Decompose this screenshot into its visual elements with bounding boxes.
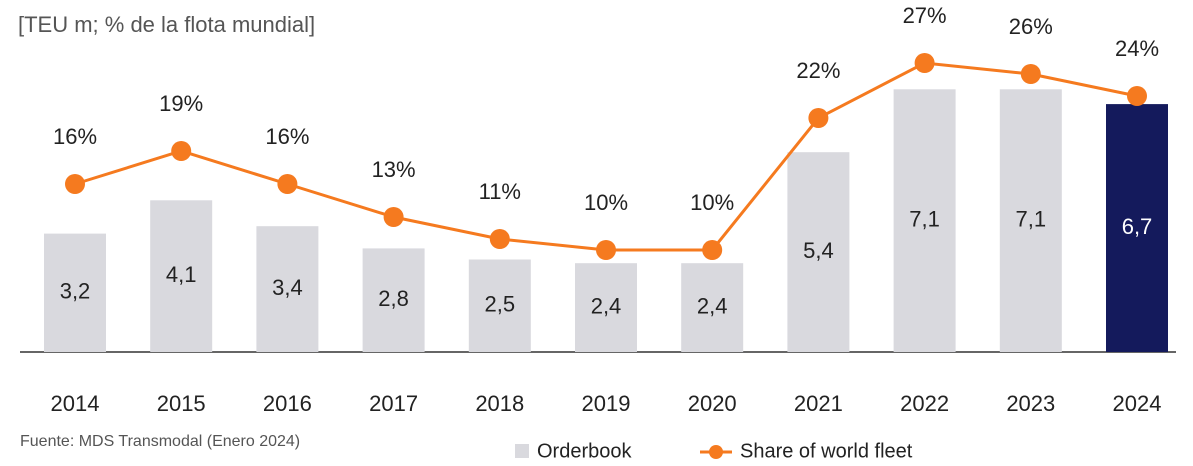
line-point bbox=[489, 229, 510, 249]
line-value-label: 22% bbox=[796, 58, 840, 83]
bar bbox=[999, 89, 1062, 353]
line-value-label: 26% bbox=[1009, 14, 1053, 39]
line-point bbox=[65, 174, 85, 194]
bar-value-label: 2,4 bbox=[697, 293, 728, 318]
bar bbox=[362, 248, 425, 352]
line-value-label: 19% bbox=[159, 91, 203, 116]
bar bbox=[150, 200, 213, 352]
source: Fuente: MDS Transmodal (Enero 2024) bbox=[20, 433, 300, 450]
line-value-label: 10% bbox=[690, 190, 734, 215]
bar bbox=[681, 263, 744, 352]
bar-value-label: 5,4 bbox=[803, 238, 834, 263]
bar bbox=[44, 233, 106, 352]
line-value-label: 16% bbox=[265, 124, 309, 149]
line-value-label: 10% bbox=[584, 190, 628, 215]
bar bbox=[575, 263, 637, 352]
bar-value-label: 3,4 bbox=[272, 275, 303, 300]
line-value-label: 27% bbox=[903, 3, 947, 28]
bar-value-label: 2,8 bbox=[378, 286, 409, 311]
legend-label: Orderbook bbox=[537, 440, 632, 462]
x-tick-label: 2018 bbox=[475, 391, 524, 416]
x-tick-label: 2022 bbox=[900, 391, 949, 416]
line-point bbox=[808, 108, 829, 128]
line-point bbox=[1127, 86, 1147, 106]
legend-label: Share of world fleet bbox=[740, 440, 913, 462]
line-value-label: 16% bbox=[53, 124, 97, 149]
bar bbox=[468, 259, 531, 352]
bar-value-label: 3,2 bbox=[60, 279, 91, 304]
bar-value-label: 2,4 bbox=[591, 293, 622, 318]
bar bbox=[893, 89, 956, 353]
bar bbox=[256, 226, 319, 352]
line-point bbox=[1020, 64, 1041, 84]
x-tick-label: 2014 bbox=[51, 391, 100, 416]
x-tick-label: 2017 bbox=[369, 391, 418, 416]
line-value-label: 11% bbox=[479, 179, 521, 204]
x-tick-label: 2021 bbox=[794, 391, 843, 416]
line bbox=[74, 61, 1138, 252]
bar bbox=[787, 152, 850, 352]
line-value-label: 13% bbox=[372, 157, 416, 182]
line-point bbox=[383, 207, 404, 227]
bar-value-label: 7,1 bbox=[909, 206, 940, 231]
line-point bbox=[702, 240, 723, 260]
chart-title: [TEU m; % de la flota mundial] bbox=[18, 12, 315, 37]
bar-value-label: 6,7 bbox=[1122, 214, 1153, 239]
bar-value-label: 2,5 bbox=[485, 292, 516, 317]
bar-value-label: 7,1 bbox=[1016, 206, 1047, 231]
bar-value-label: 4,1 bbox=[166, 262, 197, 287]
legend-swatch bbox=[515, 444, 529, 458]
line-point bbox=[277, 174, 298, 194]
bar bbox=[1106, 104, 1168, 352]
line-point bbox=[171, 141, 192, 161]
line-point bbox=[914, 53, 935, 73]
x-tick-label: 2019 bbox=[582, 391, 631, 416]
legend-swatch-point bbox=[709, 445, 723, 459]
x-tick-label: 2015 bbox=[157, 391, 206, 416]
x-tick-label: 2024 bbox=[1113, 391, 1162, 416]
x-tick-label: 2020 bbox=[688, 391, 737, 416]
line-value-label: 24% bbox=[1115, 36, 1159, 61]
x-tick-label: 2016 bbox=[263, 391, 312, 416]
x-tick-label: 2023 bbox=[1006, 391, 1055, 416]
line-point bbox=[596, 240, 616, 260]
